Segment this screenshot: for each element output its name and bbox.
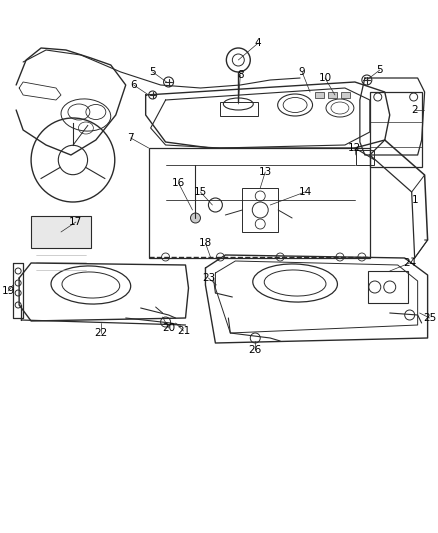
Text: 12: 12 [348, 143, 361, 153]
Text: 6: 6 [131, 80, 137, 90]
Text: 13: 13 [258, 167, 272, 177]
Text: 21: 21 [177, 326, 190, 336]
Text: 18: 18 [199, 238, 212, 248]
Text: 8: 8 [237, 70, 244, 80]
Text: 16: 16 [172, 178, 185, 188]
Text: 7: 7 [127, 133, 134, 143]
Text: 9: 9 [299, 67, 305, 77]
Text: 5: 5 [149, 67, 156, 77]
Text: 20: 20 [162, 323, 175, 333]
Text: 26: 26 [249, 345, 262, 355]
Bar [341, 92, 350, 98]
Text: 14: 14 [298, 187, 312, 197]
Text: 15: 15 [194, 187, 207, 197]
Text: 10: 10 [318, 73, 332, 83]
Bar [328, 92, 337, 98]
Text: 5: 5 [377, 65, 383, 75]
Bar [148, 148, 370, 258]
Text: 25: 25 [423, 313, 436, 323]
Bar [220, 102, 258, 116]
Bar [370, 92, 422, 167]
Text: 19: 19 [2, 286, 15, 296]
Text: 24: 24 [403, 258, 416, 268]
Bar [368, 271, 408, 303]
Bar [356, 150, 374, 165]
Text: 1: 1 [411, 195, 418, 205]
Text: 2: 2 [411, 105, 418, 115]
Circle shape [191, 213, 201, 223]
Text: 22: 22 [94, 328, 107, 338]
Bar [242, 188, 278, 232]
Text: 17: 17 [69, 217, 82, 227]
Text: 23: 23 [202, 273, 215, 283]
Bar [31, 216, 91, 248]
Text: 4: 4 [255, 38, 261, 48]
Bar [315, 92, 324, 98]
